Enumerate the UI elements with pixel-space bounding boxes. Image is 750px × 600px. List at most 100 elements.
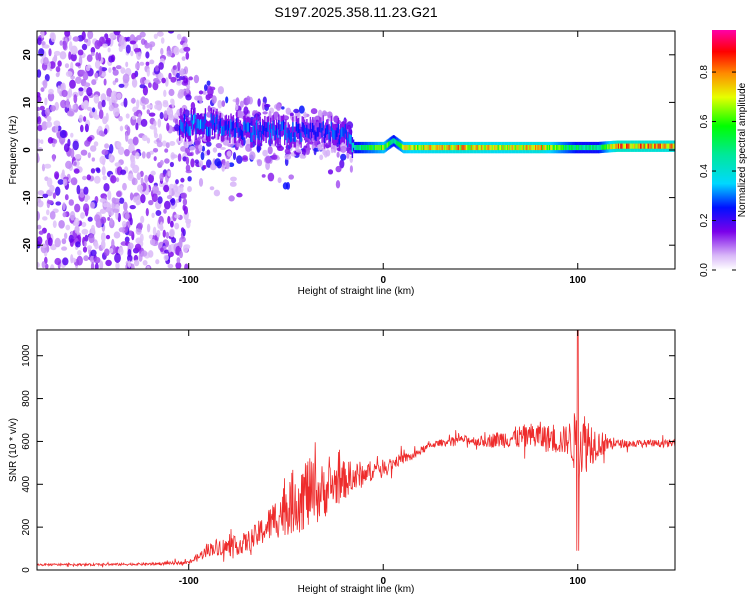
spectrogram-ridge-mark	[641, 143, 643, 149]
spectrogram-ridge-mark	[475, 145, 477, 151]
spectrogram-noise-mark	[97, 101, 103, 110]
spectrogram-noise-mark	[151, 193, 158, 203]
spectrogram-noise-mark	[55, 66, 61, 73]
spectrogram-ridge-mark	[280, 121, 282, 131]
spectrogram-ridge-mark	[415, 145, 418, 151]
spectrogram-ridge-mark	[460, 145, 462, 151]
spectrogram-scatter-mark	[185, 156, 190, 165]
spectrogram-noise-mark	[110, 90, 118, 101]
spectrogram-ridge-mark	[544, 145, 546, 151]
spectrogram-ridge-mark	[193, 114, 195, 125]
spectrogram-noise-mark	[116, 191, 122, 197]
spectrogram-ridge-mark	[523, 145, 525, 151]
spectrogram-noise-mark	[75, 76, 82, 84]
spectrogram-ridge-mark	[302, 122, 305, 133]
spectrogram-noise-mark	[179, 185, 184, 194]
spectrogram-scatter-mark	[222, 139, 230, 146]
spectrogram-ridge-mark	[672, 143, 675, 149]
spectrogram-ridge-mark	[516, 145, 518, 151]
spectrogram-scatter-mark	[204, 84, 208, 92]
spectrogram-noise-mark	[101, 99, 106, 108]
spectrogram-noise-mark	[109, 217, 114, 226]
spectrogram-noise-mark	[148, 112, 156, 117]
spectrogram-noise-mark	[100, 93, 107, 103]
spectrogram-ridge-mark	[547, 145, 550, 151]
spectrogram-noise-mark	[108, 104, 114, 112]
spectrogram-ridge-mark	[233, 128, 236, 138]
spectrogram-ridge-mark	[216, 114, 218, 124]
spectrogram-ridge-mark	[316, 127, 319, 137]
spectrogram-noise-mark	[37, 138, 41, 144]
spectrogram-ridge-mark	[588, 145, 590, 151]
spectrogram-noise-mark	[81, 221, 87, 228]
spectrogram-ridge-mark	[441, 145, 443, 151]
spectrogram-ridge-mark	[186, 122, 188, 132]
spectrogram-noise-mark	[94, 241, 99, 250]
spectrogram-ridge-mark	[180, 119, 182, 129]
spectrogram-ridge-mark	[247, 122, 250, 132]
spectrogram-ridge-mark	[651, 143, 654, 149]
spectrogram-noise-mark	[146, 223, 151, 233]
spectrogram-ridge-mark	[599, 144, 601, 150]
spectrogram-ytick-label: 20	[22, 49, 33, 61]
spectrogram-noise-mark	[146, 109, 150, 115]
spectrogram-noise-mark	[61, 169, 65, 177]
spectrogram-noise-mark	[118, 115, 123, 122]
spectrogram-ridge-mark	[464, 145, 467, 151]
spectrogram-ridge-mark	[640, 143, 642, 149]
spectrogram-scatter-mark	[264, 103, 271, 108]
spectrogram-noise-mark	[90, 262, 95, 269]
spectrogram-noise-mark	[167, 263, 174, 269]
spectrogram-ridge-mark	[496, 145, 498, 151]
spectrogram-noise-mark	[64, 63, 70, 69]
spectrogram-ridge-mark	[557, 145, 559, 151]
spectrogram-ridge-mark	[272, 120, 274, 131]
spectrogram-noise-mark	[169, 229, 175, 238]
spectrogram-ridge-mark	[558, 145, 560, 151]
spectrogram-noise-mark	[139, 233, 144, 243]
snr-ylabel: SNR (10 * v/v)	[8, 418, 19, 482]
spectrogram-noise-mark	[152, 226, 157, 236]
spectrogram-ridge-mark	[251, 132, 253, 143]
spectrogram-scatter-mark	[212, 147, 218, 153]
spectrogram-noise-mark	[52, 154, 56, 162]
spectrogram-noise-mark	[174, 214, 180, 219]
spectrogram-noise-mark	[132, 136, 139, 146]
spectrogram-noise-mark	[109, 248, 114, 254]
spectrogram-ridge-mark	[217, 124, 219, 134]
spectrogram-noise-mark	[166, 50, 173, 57]
spectrogram-noise-mark	[80, 124, 84, 133]
spectrogram-ridge-mark	[354, 145, 356, 151]
spectrogram-noise-mark	[140, 215, 145, 224]
spectrogram-ridge-mark	[571, 145, 573, 151]
spectrogram-noise-mark	[62, 40, 67, 50]
spectrogram-noise-mark	[168, 113, 175, 121]
spectrogram-ridge-mark	[334, 130, 336, 140]
spectrogram-ridge-mark	[294, 132, 296, 142]
spectrogram-noise-mark	[139, 84, 146, 89]
spectrogram-noise-mark	[121, 220, 127, 228]
spectrogram-noise-mark	[155, 80, 161, 84]
spectrogram-noise-mark	[174, 124, 180, 132]
spectrogram-noise-mark	[162, 140, 167, 147]
spectrogram-noise-mark	[78, 87, 84, 92]
spectrogram-noise-mark	[100, 232, 106, 243]
spectrogram-noise-mark	[84, 123, 89, 133]
spectrogram-noise-mark	[50, 32, 56, 43]
spectrogram-ridge-mark	[499, 145, 502, 151]
spectrogram-noise-mark	[124, 212, 130, 220]
spectrogram-ridge-mark	[510, 145, 512, 151]
spectrogram-ridge-mark	[540, 145, 543, 151]
spectrogram-ridge-mark	[471, 145, 474, 151]
spectrogram-ridge-mark	[306, 124, 308, 135]
spectrogram-ridge-mark	[405, 145, 407, 151]
spectrogram-noise-mark	[85, 65, 91, 72]
spectrogram-noise-mark	[174, 222, 180, 230]
spectrogram-noise-mark	[37, 190, 45, 196]
spectrogram-noise-mark	[90, 52, 95, 56]
spectrogram-ridge-mark	[224, 121, 226, 131]
spectrogram-ytick-label: 10	[22, 96, 33, 108]
spectrogram-noise-mark	[127, 254, 133, 262]
